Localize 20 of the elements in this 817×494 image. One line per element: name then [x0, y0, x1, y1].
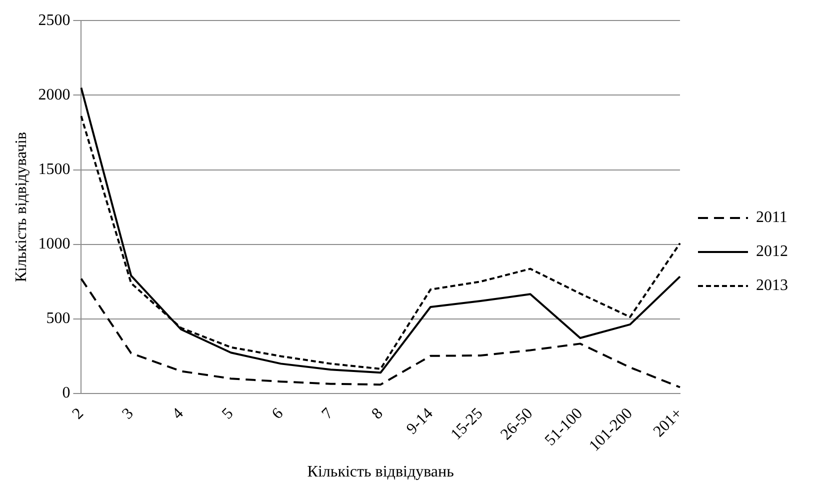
x-tick-label: 4	[169, 405, 187, 423]
y-tick-label: 1000	[38, 236, 70, 253]
x-axis-title: Кількість відвідувань	[307, 464, 454, 481]
y-axis-title: Кількість відвідувачів	[12, 132, 30, 282]
x-tick-label: 3	[119, 405, 137, 423]
x-tick-label: 7	[318, 405, 336, 423]
x-tick-label: 6	[268, 405, 287, 423]
legend-label: 2011	[756, 209, 788, 226]
x-tick-label: 201+	[650, 405, 686, 440]
legend-label: 2012	[756, 243, 788, 260]
y-tick-label: 500	[46, 310, 70, 328]
y-tick-label: 2500	[38, 12, 70, 29]
y-tick-label: 1500	[38, 160, 70, 178]
x-tick-label: 8	[368, 405, 386, 423]
x-tick-label: 2	[69, 405, 87, 423]
y-tick-label: 0	[62, 384, 70, 402]
legend-label: 2013	[756, 277, 788, 294]
x-tick-label: 5	[219, 405, 237, 423]
y-tick-label: 2000	[38, 86, 70, 104]
x-tick-label: 9-14	[404, 405, 436, 438]
